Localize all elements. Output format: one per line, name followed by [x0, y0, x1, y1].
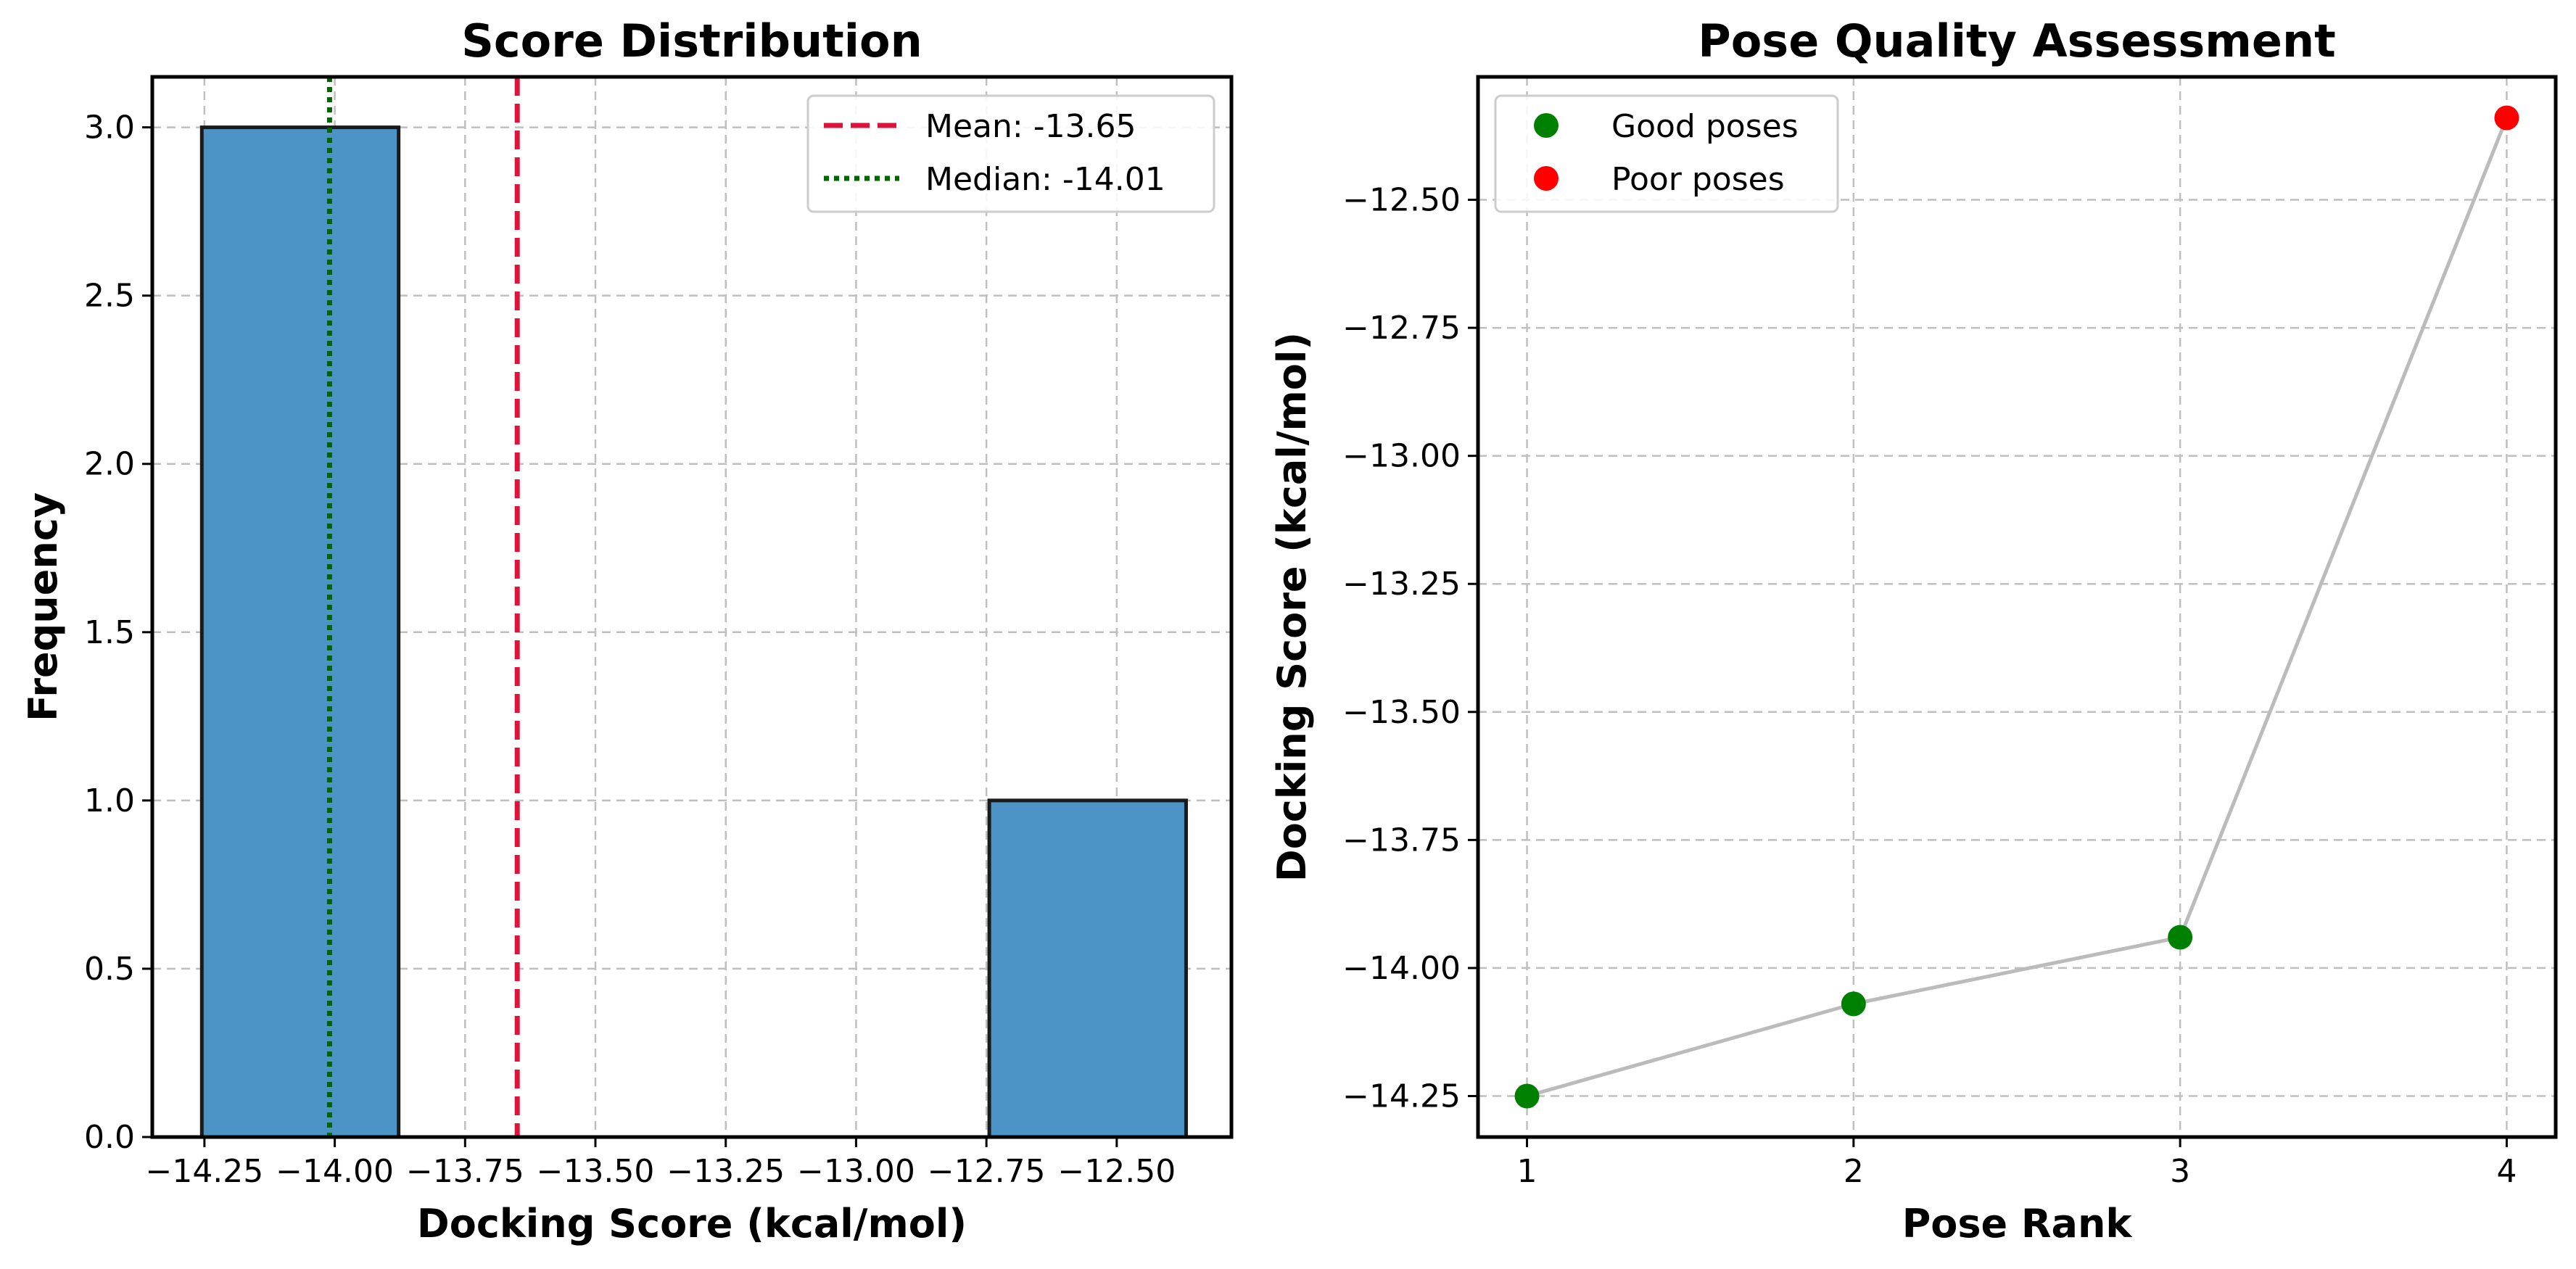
left-x-tick-label: −14.25	[145, 1153, 263, 1190]
right-y-ticks: −14.25 −14.00 −13.75 −13.50 −13.25 −13.00 −12.…	[1342, 182, 1478, 1115]
left-y-tick-label: 0.5	[84, 951, 135, 988]
right-y-tick-label: −14.25	[1342, 1078, 1461, 1115]
right-legend: Good poses Poor poses	[1494, 94, 1839, 213]
left-x-axis-label: Docking Score (kcal/mol)	[417, 1201, 967, 1247]
left-x-tick-label: −13.25	[666, 1153, 785, 1190]
right-x-tick-label: 4	[2496, 1153, 2517, 1190]
right-y-tick-label: −12.75	[1342, 310, 1461, 347]
right-y-tick-label: −13.25	[1342, 566, 1461, 603]
right-y-axis-label: Docking Score (kcal/mol)	[1269, 332, 1315, 882]
left-y-tick-label: 1.0	[84, 782, 135, 819]
legend-good-swatch	[1534, 113, 1559, 138]
right-chart-title: Pose Quality Assessment	[1698, 15, 2335, 67]
histogram-bars	[199, 125, 1188, 1139]
left-plot-frame	[150, 75, 1234, 1139]
right-plot-frame	[1476, 75, 2558, 1139]
left-y-tick-label: 3.0	[84, 109, 135, 146]
legend-median-label: Median: -14.01	[925, 161, 1165, 198]
left-x-tick-label: −13.50	[537, 1153, 655, 1190]
left-x-tick-label: −12.50	[1057, 1153, 1176, 1190]
left-y-ticks: 0.0 0.5 1.0 1.5 2.0 2.5 3.0	[84, 109, 152, 1156]
left-y-tick-label: 0.0	[84, 1119, 135, 1156]
left-y-tick-label: 1.5	[84, 614, 135, 651]
left-x-tick-label: −14.00	[276, 1153, 394, 1190]
left-y-tick-label: 2.0	[84, 446, 135, 483]
legend-good-label: Good poses	[1611, 108, 1799, 145]
legend-poor-swatch	[1534, 166, 1559, 191]
right-y-tick-label: −13.00	[1342, 438, 1461, 475]
left-x-ticks: −14.25 −14.00 −13.75 −13.50 −13.25 −13.00 −12.…	[145, 1137, 1176, 1190]
histogram-bar-2	[987, 798, 1188, 1139]
right-x-axis-label: Pose Rank	[1902, 1201, 2133, 1247]
right-x-tick-label: 3	[2170, 1153, 2190, 1190]
good-pose-point-3	[2168, 925, 2193, 950]
score-distribution-panel: −14.25 −14.00 −13.75 −13.50 −13.25 −13.00 −12.…	[20, 15, 1234, 1247]
left-x-tick-label: −12.75	[928, 1153, 1046, 1190]
score-connector-line	[1526, 117, 2509, 1098]
reference-lines	[326, 77, 520, 1137]
histogram-bar-1	[199, 125, 401, 1139]
pose-points	[1514, 105, 2519, 1109]
good-pose-point-2	[1841, 991, 1866, 1017]
right-x-tick-label: 1	[1517, 1153, 1537, 1190]
legend-mean-label: Mean: -13.65	[925, 108, 1136, 145]
left-x-tick-label: −13.75	[406, 1153, 524, 1190]
right-y-tick-label: −13.75	[1342, 822, 1461, 859]
right-y-tick-label: −12.50	[1342, 182, 1461, 219]
left-x-tick-label: −13.00	[797, 1153, 915, 1190]
left-y-tick-label: 2.5	[84, 278, 135, 315]
good-pose-point-1	[1514, 1083, 1540, 1109]
right-x-tick-label: 2	[1844, 1153, 1864, 1190]
legend-poor-label: Poor poses	[1611, 161, 1785, 198]
right-y-tick-label: −13.50	[1342, 694, 1461, 731]
pose-quality-panel: 1 2 3 4 −14.25 −14.00 −13.75 −13.50 −13.25 −13.0…	[1269, 15, 2558, 1247]
poor-pose-point-1	[2494, 105, 2519, 131]
left-y-axis-label: Frequency	[20, 492, 66, 722]
right-y-tick-label: −14.00	[1342, 950, 1461, 987]
left-chart-title: Score Distribution	[461, 15, 922, 67]
left-legend: Mean: -13.65 Median: -14.01	[806, 94, 1215, 213]
right-x-ticks: 1 2 3 4	[1517, 1137, 2517, 1190]
